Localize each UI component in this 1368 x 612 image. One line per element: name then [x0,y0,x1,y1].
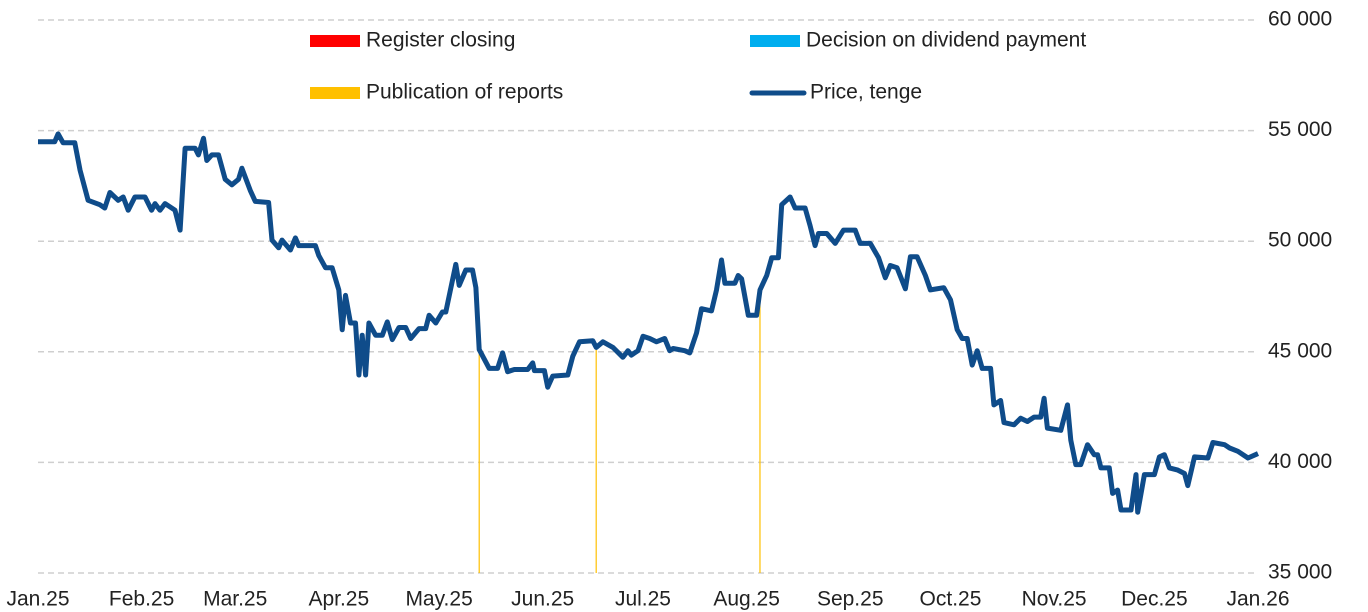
x-tick-label: Jul.25 [615,588,671,611]
x-tick-label: Nov.25 [1022,588,1087,611]
price-line [38,131,1260,515]
x-tick-label: Oct.25 [920,588,982,611]
legend-label: Register closing [366,29,515,52]
x-tick-label: Jun.25 [511,588,574,611]
y-tick-label: 40 000 [1268,450,1332,473]
legend-label: Publication of reports [366,81,563,104]
legend-label: Price, tenge [810,81,922,104]
x-tick-label: Sep.25 [817,588,884,611]
legend-label: Decision on dividend payment [806,29,1086,52]
x-tick-label: Aug.25 [713,588,780,611]
y-tick-label: 50 000 [1268,229,1332,252]
legend-swatch [750,35,800,47]
legend-swatch [310,35,360,47]
x-tick-label: Feb.25 [109,588,174,611]
x-tick-label: Apr.25 [308,588,369,611]
x-tick-label: Jan.26 [1226,588,1289,611]
y-tick-label: 45 000 [1268,339,1332,362]
x-tick-label: May.25 [405,588,472,611]
x-tick-label: Dec.25 [1121,588,1188,611]
y-tick-label: 60 000 [1268,8,1332,31]
y-tick-label: 35 000 [1268,561,1332,584]
legend-swatch [310,87,360,99]
y-tick-label: 55 000 [1268,118,1332,141]
x-tick-label: Jan.25 [6,588,69,611]
x-tick-label: Mar.25 [203,588,267,611]
